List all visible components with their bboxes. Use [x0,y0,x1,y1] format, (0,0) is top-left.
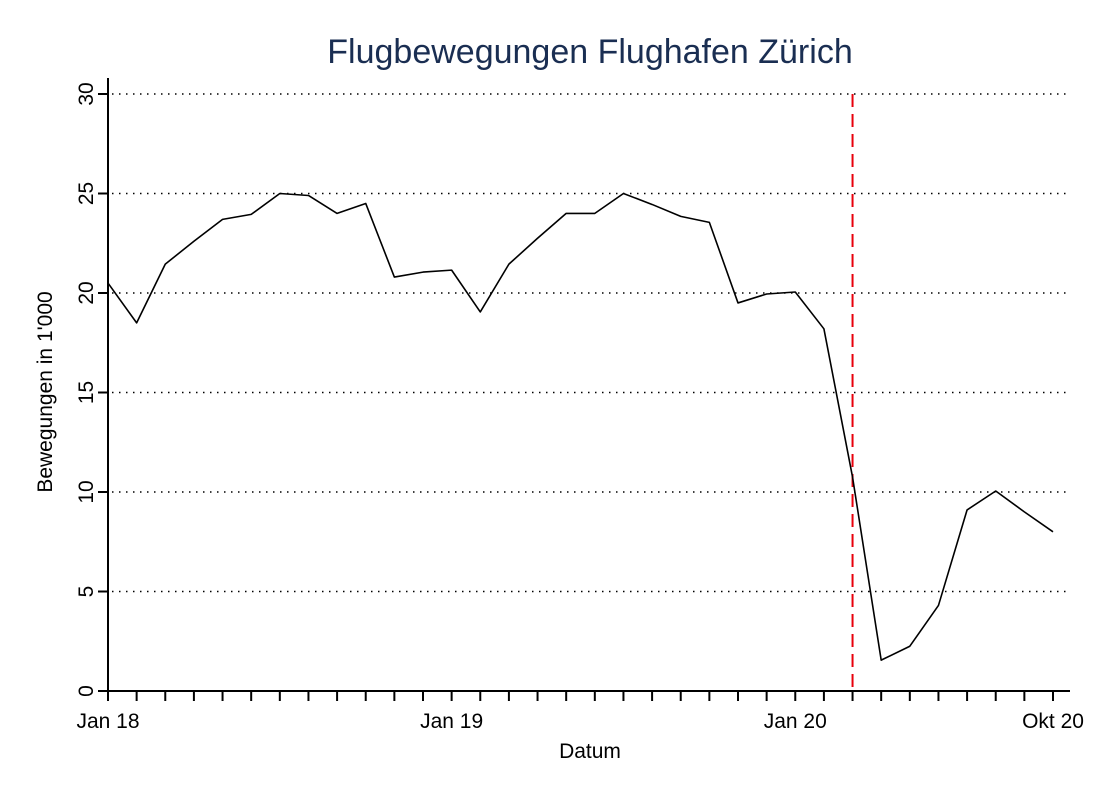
gridlines [112,93,1070,593]
plot-marks [107,94,1054,691]
y-tick-label: 15 [75,381,98,404]
ticks: 0 5 10 15 20 25 30 Jan 18 Jan 19 Jan 20 Okt 20 [75,82,1084,733]
x-tick-label: Jan 18 [76,710,139,733]
x-tick-label: Jan 20 [764,710,827,733]
x-axis-title: Datum [559,740,621,763]
chart-title: Flugbewegungen Flughafen Zürich [327,33,852,71]
x-tick-label: Jan 19 [420,710,483,733]
y-tick-label: 25 [75,182,98,205]
series-line [107,192,1054,661]
y-tick-label: 10 [75,480,98,503]
axes [107,78,1070,692]
y-axis-title: Bewegungen in 1'000 [34,291,57,492]
y-tick-label: 5 [75,586,98,598]
x-tick-label: Okt 20 [1022,710,1084,733]
y-tick-label: 30 [75,82,98,105]
y-tick-label: 20 [75,281,98,304]
y-tick-label: 0 [75,685,98,697]
